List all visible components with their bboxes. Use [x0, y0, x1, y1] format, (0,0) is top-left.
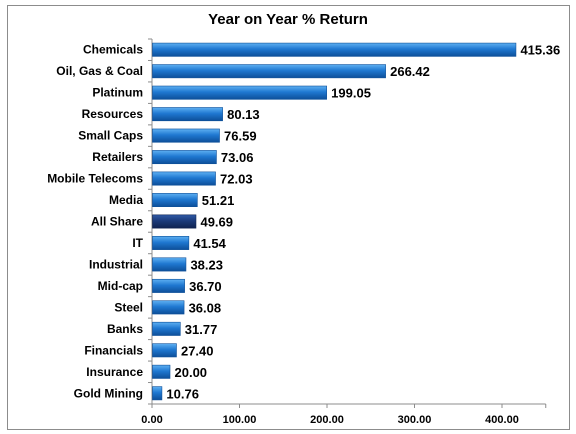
category-label: Steel: [114, 300, 143, 314]
value-label: 36.08: [189, 300, 222, 315]
value-label: 10.76: [166, 386, 199, 401]
value-label: 36.70: [189, 279, 222, 294]
x-tick-label: 400.00: [485, 414, 519, 426]
value-label: 27.40: [181, 343, 214, 358]
bar-oil-gas-coal: [152, 64, 386, 79]
value-label: 80.13: [227, 107, 260, 122]
chart-title: Year on Year % Return: [208, 11, 368, 28]
category-label: Resources: [82, 107, 144, 121]
bar-platinum: [152, 85, 327, 100]
value-label: 41.54: [193, 236, 226, 251]
x-tick-label: 100.00: [223, 414, 257, 426]
bar-all-share: [152, 214, 197, 229]
bar-banks: [152, 321, 181, 336]
category-label: IT: [132, 236, 143, 250]
x-tick-label: 200.00: [310, 414, 344, 426]
value-label: 20.00: [175, 365, 208, 380]
x-tick-label: 300.00: [398, 414, 432, 426]
bar-it: [152, 236, 190, 250]
category-label: Retailers: [92, 150, 143, 164]
value-label: 72.03: [220, 172, 253, 187]
category-label: Media: [109, 193, 143, 207]
bars: [152, 42, 517, 401]
value-label: 31.77: [185, 322, 218, 337]
labels: 0.00 100.00 200.00 300.00 400.00 Chemicals 415…: [47, 43, 560, 426]
category-label: Mid-cap: [98, 279, 143, 293]
category-label: Insurance: [86, 365, 143, 379]
bar-resources: [152, 107, 223, 122]
bar-small-caps: [152, 128, 220, 143]
category-label: All Share: [91, 215, 143, 229]
category-label: Banks: [107, 322, 143, 336]
bar-steel: [152, 300, 185, 315]
bar-industrial: [152, 257, 187, 272]
category-label: Financials: [84, 343, 143, 357]
bar-chemicals: [152, 42, 517, 57]
value-label: 49.69: [200, 215, 233, 230]
category-label: Chemicals: [83, 43, 143, 57]
category-label: Platinum: [92, 86, 143, 100]
bar-financials: [152, 343, 177, 358]
bar-retailers: [152, 150, 217, 165]
bar-insurance: [152, 364, 171, 379]
category-label: Gold Mining: [74, 386, 143, 400]
value-label: 199.05: [331, 86, 371, 101]
category-label: Mobile Telecoms: [47, 172, 143, 186]
bar-mid-cap: [152, 278, 185, 293]
bar-gold-mining: [152, 386, 163, 401]
value-label: 38.23: [190, 257, 223, 272]
value-label: 73.06: [221, 150, 254, 165]
category-label: Small Caps: [78, 129, 143, 143]
value-label: 415.36: [520, 43, 560, 58]
value-label: 266.42: [390, 64, 430, 79]
category-label: Industrial: [89, 257, 143, 271]
value-label: 76.59: [224, 129, 257, 144]
bar-mobile-telecoms: [152, 171, 216, 186]
bar-media: [152, 193, 198, 207]
category-label: Oil, Gas & Coal: [56, 64, 143, 78]
value-label: 51.21: [202, 193, 235, 208]
x-tick-label: 0.00: [141, 414, 162, 426]
axes: [148, 38, 547, 408]
